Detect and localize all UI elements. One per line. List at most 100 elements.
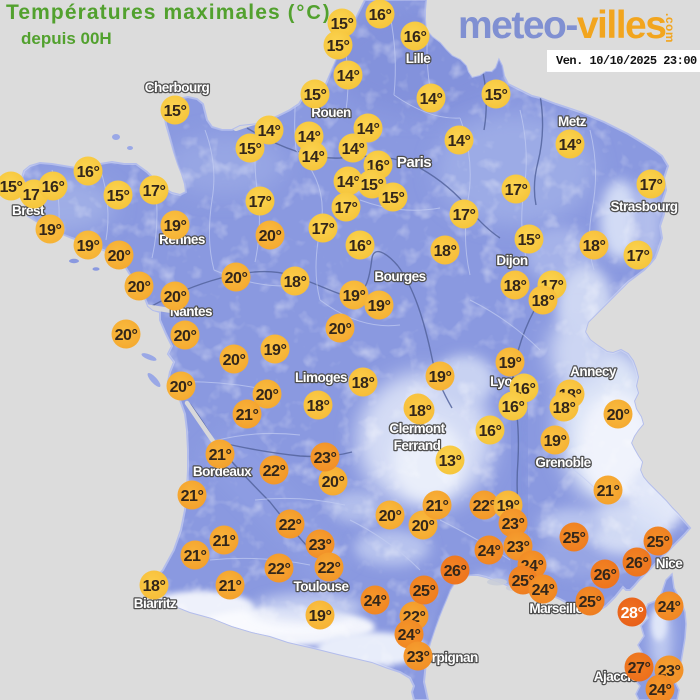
svg-text:Bordeaux: Bordeaux [193, 464, 252, 479]
svg-text:21°: 21° [181, 488, 204, 505]
svg-text:20°: 20° [115, 327, 138, 344]
svg-text:Metz: Metz [558, 114, 587, 129]
svg-text:25°: 25° [647, 534, 670, 551]
svg-text:Biarritz: Biarritz [134, 596, 177, 611]
svg-text:19°: 19° [429, 369, 452, 386]
svg-text:19°: 19° [368, 298, 391, 315]
svg-text:Paris: Paris [397, 154, 431, 171]
svg-text:19°: 19° [39, 222, 62, 239]
svg-text:21°: 21° [426, 498, 449, 515]
svg-text:24°: 24° [398, 627, 421, 644]
svg-text:17°: 17° [627, 248, 650, 265]
svg-text:14°: 14° [258, 123, 281, 140]
svg-text:15°: 15° [361, 177, 384, 194]
svg-text:24°: 24° [658, 599, 681, 616]
svg-text:22°: 22° [268, 561, 291, 578]
svg-text:20°: 20° [259, 228, 282, 245]
svg-text:27°: 27° [628, 660, 651, 677]
svg-text:23°: 23° [314, 450, 337, 467]
svg-text:16°: 16° [479, 423, 502, 440]
svg-text:15°: 15° [331, 16, 354, 33]
svg-text:16°: 16° [404, 29, 427, 46]
svg-text:Rouen: Rouen [311, 105, 351, 120]
svg-text:21°: 21° [184, 548, 207, 565]
svg-text:19°: 19° [499, 355, 522, 372]
svg-text:14°: 14° [337, 68, 360, 85]
svg-text:15°: 15° [0, 179, 22, 196]
svg-text:Ferrand: Ferrand [394, 438, 441, 453]
svg-text:20°: 20° [329, 321, 352, 338]
svg-text:20°: 20° [412, 518, 435, 535]
svg-text:18°: 18° [553, 400, 576, 417]
svg-text:19°: 19° [264, 342, 287, 359]
svg-text:21°: 21° [213, 533, 236, 550]
svg-text:16°: 16° [369, 7, 392, 24]
svg-text:13°: 13° [439, 453, 462, 470]
svg-text:18°: 18° [284, 274, 307, 291]
svg-text:16°: 16° [77, 164, 100, 181]
svg-text:23°: 23° [407, 649, 430, 666]
svg-text:23°: 23° [309, 537, 332, 554]
svg-text:20°: 20° [108, 248, 131, 265]
svg-text:16°: 16° [42, 179, 65, 196]
svg-text:20°: 20° [164, 289, 187, 306]
svg-text:14°: 14° [302, 149, 325, 166]
svg-text:17°: 17° [453, 207, 476, 224]
svg-text:25°: 25° [563, 530, 586, 547]
svg-text:14°: 14° [448, 133, 471, 150]
svg-text:16°: 16° [349, 238, 372, 255]
svg-text:Marseille: Marseille [529, 601, 583, 616]
svg-text:20°: 20° [225, 270, 248, 287]
svg-text:17°: 17° [143, 183, 166, 200]
svg-text:15°: 15° [239, 141, 262, 158]
svg-text:24°: 24° [532, 582, 555, 599]
svg-text:22°: 22° [473, 498, 496, 515]
svg-text:Cherbourg: Cherbourg [145, 80, 210, 95]
svg-text:17°: 17° [640, 177, 663, 194]
svg-text:20°: 20° [379, 508, 402, 525]
svg-text:20°: 20° [322, 474, 345, 491]
svg-text:Limoges: Limoges [295, 370, 347, 385]
svg-text:18°: 18° [143, 578, 166, 595]
svg-text:19°: 19° [77, 238, 100, 255]
svg-text:19°: 19° [343, 288, 366, 305]
svg-text:23°: 23° [507, 539, 530, 556]
svg-text:24°: 24° [649, 682, 672, 699]
svg-text:24°: 24° [478, 543, 501, 560]
svg-text:Lille: Lille [406, 51, 431, 66]
svg-text:Strasbourg: Strasbourg [610, 199, 677, 214]
svg-text:26°: 26° [626, 555, 649, 572]
svg-text:Annecy: Annecy [570, 364, 617, 379]
svg-text:20°: 20° [128, 279, 151, 296]
svg-text:20°: 20° [256, 387, 279, 404]
svg-text:19°: 19° [309, 608, 332, 625]
svg-text:15°: 15° [107, 188, 130, 205]
svg-text:17°: 17° [335, 200, 358, 217]
svg-text:14°: 14° [559, 137, 582, 154]
svg-text:26°: 26° [444, 563, 467, 580]
svg-text:20°: 20° [607, 407, 630, 424]
svg-text:15°: 15° [164, 103, 187, 120]
svg-text:17°: 17° [312, 221, 335, 238]
svg-text:16°: 16° [502, 399, 525, 416]
svg-text:15°: 15° [485, 87, 508, 104]
svg-text:18°: 18° [352, 375, 375, 392]
svg-text:14°: 14° [337, 174, 360, 191]
svg-text:19°: 19° [164, 218, 187, 235]
svg-text:18°: 18° [504, 278, 527, 295]
svg-text:20°: 20° [174, 328, 197, 345]
svg-text:19°: 19° [544, 433, 567, 450]
svg-text:22°: 22° [318, 560, 341, 577]
svg-text:21°: 21° [236, 407, 259, 424]
svg-text:23°: 23° [502, 516, 525, 533]
svg-text:15°: 15° [327, 38, 350, 55]
svg-text:Bourges: Bourges [374, 269, 425, 284]
svg-text:26°: 26° [594, 567, 617, 584]
svg-text:17°: 17° [505, 182, 528, 199]
svg-text:15°: 15° [518, 232, 541, 249]
svg-text:Dijon: Dijon [496, 253, 527, 268]
svg-text:15°: 15° [382, 190, 405, 207]
svg-text:20°: 20° [170, 379, 193, 396]
svg-text:21°: 21° [219, 578, 242, 595]
svg-text:21°: 21° [209, 447, 232, 464]
